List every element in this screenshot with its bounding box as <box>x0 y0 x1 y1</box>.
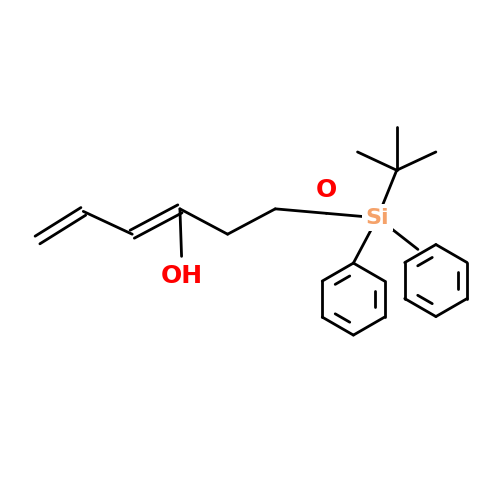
Text: O: O <box>316 178 337 203</box>
Text: OH: OH <box>160 264 202 288</box>
Text: Si: Si <box>366 208 390 228</box>
